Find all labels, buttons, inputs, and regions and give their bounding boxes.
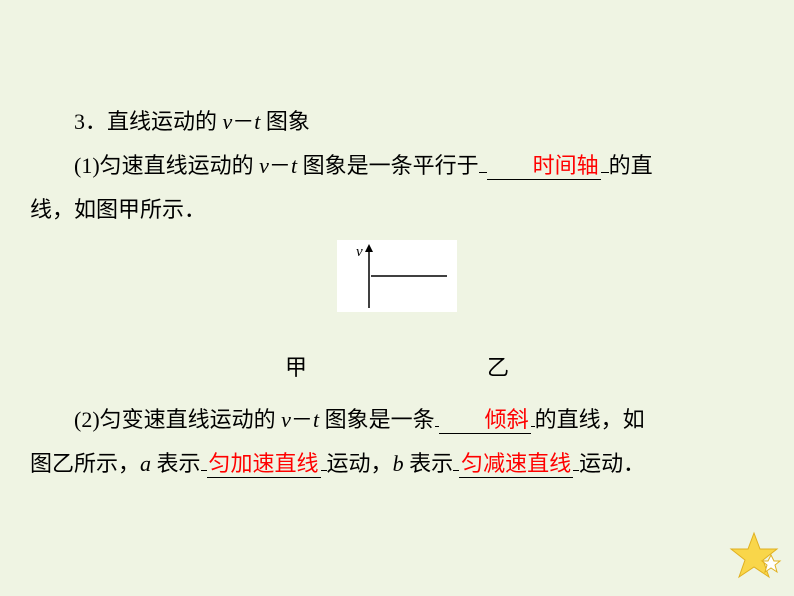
underline	[601, 172, 609, 173]
var-a: a	[140, 451, 151, 476]
vt-diagram-uniform: v	[337, 240, 457, 312]
text: 图象	[260, 109, 310, 134]
text: 表示	[151, 451, 201, 476]
var-v: v	[259, 153, 269, 178]
para2-line1: (2)匀变速直线运动的 v－t 图象是一条倾斜的直线，如	[30, 398, 764, 442]
caption-left: 甲	[285, 346, 307, 390]
svg-text:v: v	[356, 244, 363, 260]
text: 运动，	[327, 451, 393, 476]
var-b: b	[393, 451, 404, 476]
document-body: 3．直线运动的 v－t 图象 (1)匀速直线运动的 v－t 图象是一条平行于时间…	[0, 0, 794, 486]
text: 运动．	[579, 451, 645, 476]
text: －	[269, 153, 291, 178]
text: 线，如图甲所示．	[30, 197, 206, 222]
text: 表示	[404, 451, 454, 476]
fill-blank-4: 匀减速直线	[459, 451, 573, 478]
vt-graph-icon: v	[337, 240, 457, 312]
text: (2)匀变速直线运动的	[74, 407, 281, 432]
text: －	[232, 109, 254, 134]
star-decoration-icon	[726, 531, 782, 588]
para1-line1: (1)匀速直线运动的 v－t 图象是一条平行于时间轴的直	[30, 144, 764, 188]
caption-row: 甲乙	[30, 346, 764, 390]
diagram-container: v	[30, 240, 764, 316]
text: 3．直线运动的	[74, 109, 223, 134]
text: 图象是一条	[319, 407, 435, 432]
underline	[479, 172, 487, 173]
heading-line: 3．直线运动的 v－t 图象	[30, 100, 764, 144]
text: 图象是一条平行于	[297, 153, 479, 178]
fill-blank-3: 匀加速直线	[207, 451, 321, 478]
var-v: v	[223, 109, 233, 134]
fill-blank-2: 倾斜	[439, 407, 531, 434]
para1-line2: 线，如图甲所示．	[30, 188, 764, 232]
text: 图乙所示，	[30, 451, 140, 476]
var-v: v	[281, 407, 291, 432]
caption-right: 乙	[487, 346, 509, 390]
para2-line2: 图乙所示，a 表示匀加速直线运动，b 表示匀减速直线运动．	[30, 442, 764, 486]
fill-blank-1: 时间轴	[487, 153, 601, 180]
text: 的直线，如	[535, 407, 645, 432]
text: (1)匀速直线运动的	[74, 153, 259, 178]
text: －	[291, 407, 313, 432]
text: 的直	[609, 153, 653, 178]
